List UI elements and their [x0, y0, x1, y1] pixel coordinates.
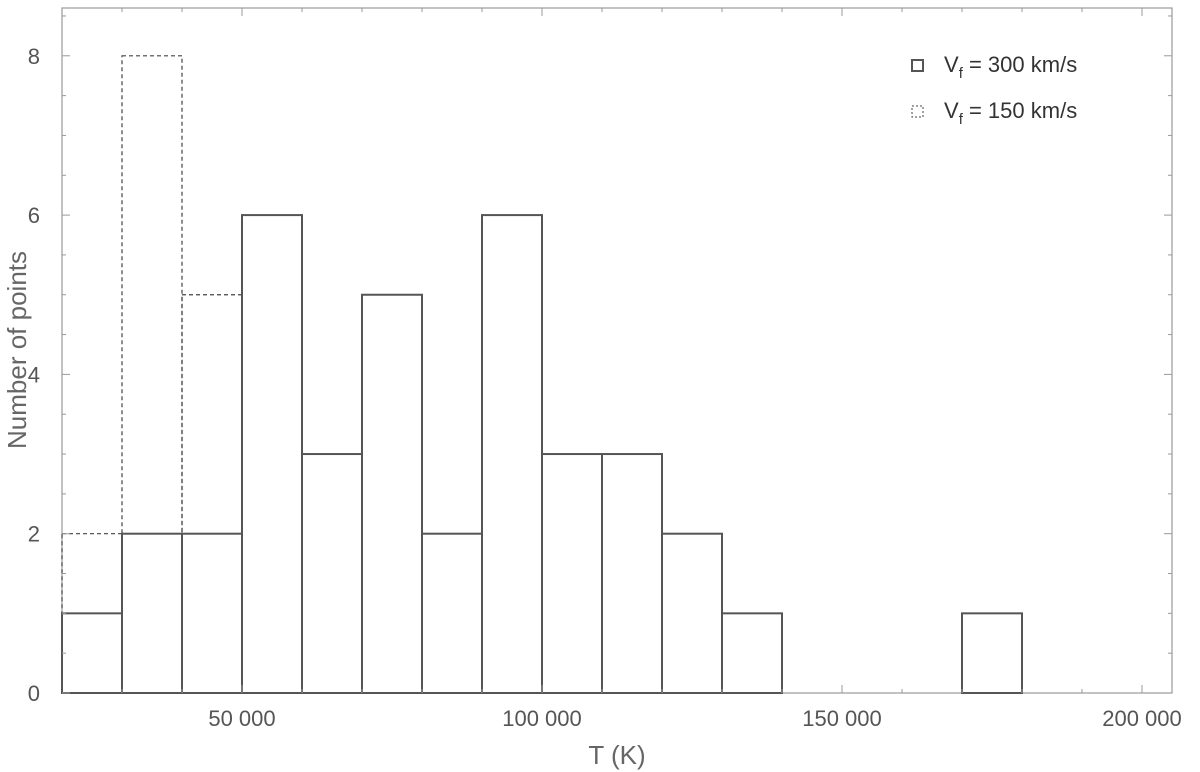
- legend-label-main: V: [944, 98, 959, 123]
- histogram-bar-solid: [241, 214, 303, 694]
- histogram-bar-solid: [361, 293, 423, 694]
- y-axis-title: Number of points: [2, 251, 32, 449]
- legend-solid-square-icon: [911, 59, 924, 72]
- x-axis-title: T (K): [588, 740, 645, 770]
- histogram-bar-dashed: [301, 453, 363, 694]
- legend-label-value: = 150 km/s: [963, 98, 1077, 123]
- x-tick-label: 200 000: [1102, 706, 1182, 731]
- x-tick-label: 100 000: [502, 706, 582, 731]
- legend-label-value: = 300 km/s: [963, 52, 1077, 77]
- histogram-bar-solid: [121, 532, 183, 695]
- histogram-bar-dashed: [361, 294, 423, 694]
- histogram-bar-dashed: [961, 612, 1023, 694]
- legend-label-subscript: f: [959, 65, 964, 82]
- legend-label-subscript: f: [959, 111, 964, 128]
- histogram-bar-dashed: [421, 533, 483, 694]
- series-300-bars: [61, 214, 1023, 695]
- histogram-bar-solid: [421, 532, 483, 695]
- histogram-bar-solid: [961, 612, 1023, 694]
- axis-ticks: [62, 8, 1172, 694]
- histogram-bar-solid: [661, 532, 723, 695]
- legend-dashed-square-icon: [911, 105, 924, 118]
- histogram-bar-solid: [301, 453, 363, 694]
- legend-label-main: V: [944, 52, 959, 77]
- x-tick-label: 50 000: [208, 706, 275, 731]
- histogram-bar-dashed: [241, 214, 303, 694]
- legend-label: Vf = 150 km/s: [944, 98, 1077, 128]
- y-tick-label: 4: [28, 362, 40, 387]
- legend: Vf = 300 km/sVf = 150 km/s: [911, 52, 1077, 128]
- histogram-bar-solid: [541, 453, 603, 694]
- y-tick-label: 8: [28, 44, 40, 69]
- histogram-bar-solid: [61, 612, 123, 694]
- y-tick-label: 6: [28, 203, 40, 228]
- histogram-bar-dashed: [481, 214, 543, 694]
- histogram-bar-solid: [481, 214, 543, 694]
- histogram-bar-dashed: [601, 453, 663, 694]
- histogram-bar-dashed: [541, 453, 603, 694]
- y-tick-label: 2: [28, 522, 40, 547]
- histogram-bar-dashed: [181, 294, 243, 694]
- histogram-bar-dashed: [121, 55, 183, 694]
- x-tick-label: 150 000: [802, 706, 882, 731]
- histogram-bar-solid: [181, 532, 243, 695]
- y-tick-label: 0: [28, 681, 40, 706]
- tick-labels: 50 000 100 000 150 000 200 000 0 2 4 6 8: [28, 44, 1182, 731]
- histogram-bar-dashed: [721, 612, 783, 694]
- histogram-bar-solid: [721, 612, 783, 694]
- histogram-bar-solid: [601, 453, 663, 694]
- legend-label: Vf = 300 km/s: [944, 52, 1077, 82]
- histogram-bar-dashed: [661, 533, 723, 694]
